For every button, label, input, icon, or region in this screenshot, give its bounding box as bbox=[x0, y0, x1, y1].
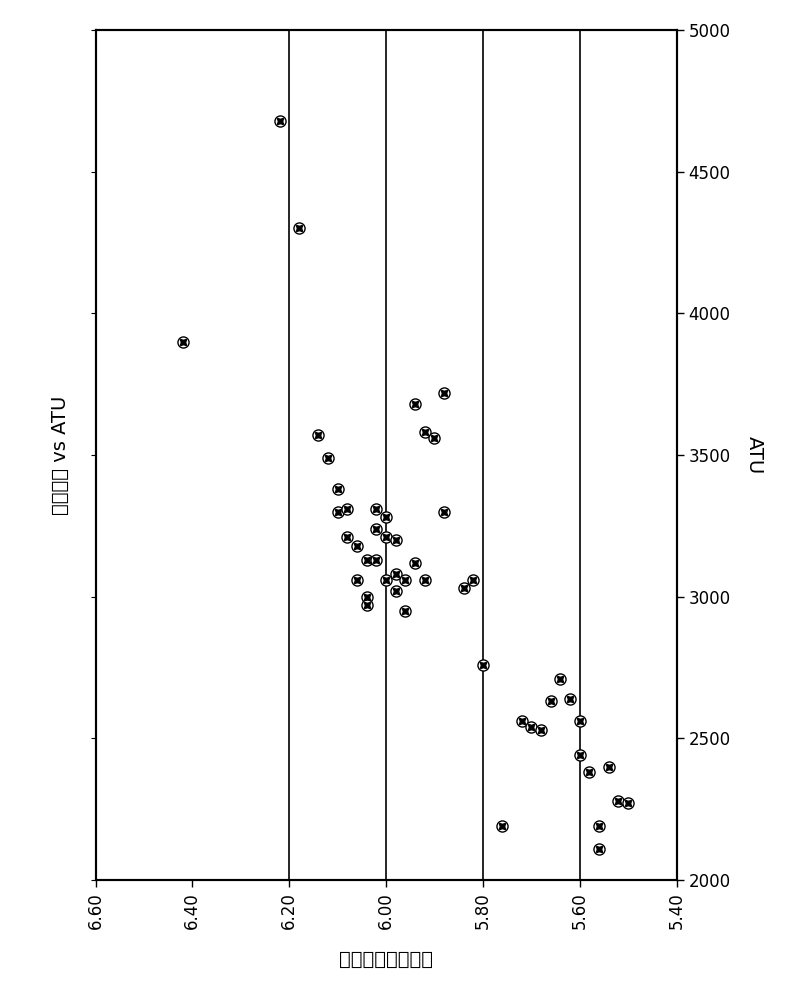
X-axis label: （毫米）卸卵内径: （毫米）卸卵内径 bbox=[339, 950, 433, 969]
Y-axis label: ATU: ATU bbox=[744, 436, 763, 474]
Y-axis label: 鱼卵尺寸 vs ATU: 鱼卵尺寸 vs ATU bbox=[51, 395, 70, 515]
